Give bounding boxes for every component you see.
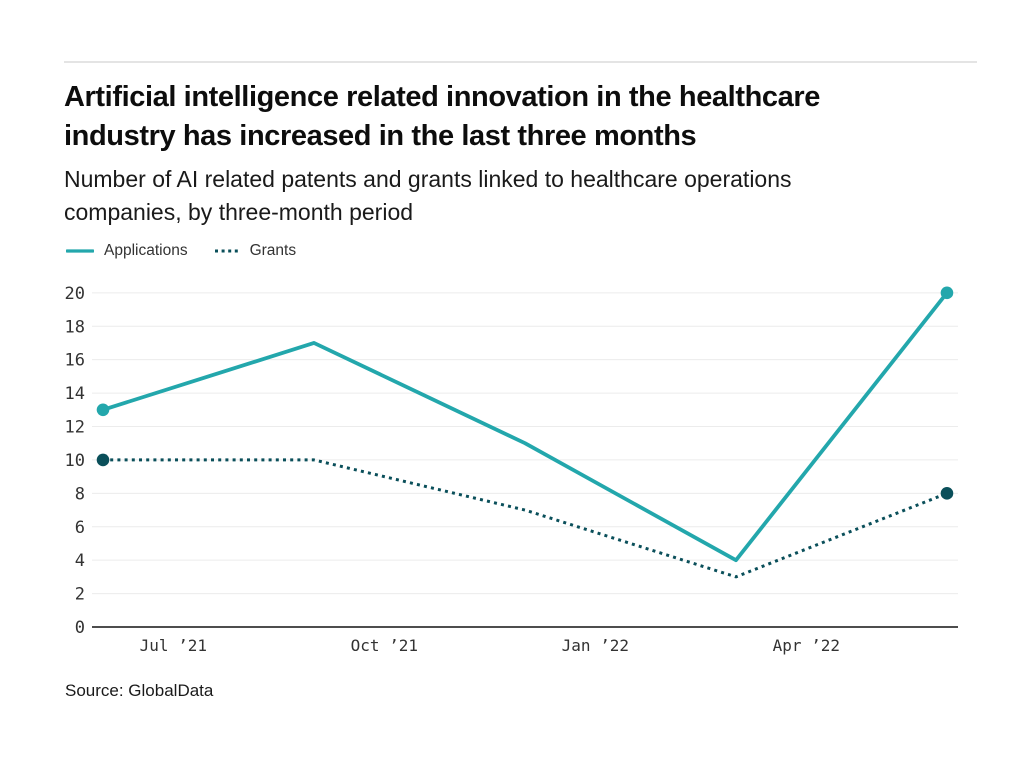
applications-series-line [102, 291, 949, 563]
grants-endpoint-marker [96, 453, 110, 467]
source-attribution: Source: GlobalData [65, 681, 214, 700]
chart-subtitle: Number of AI related patents and grants … [64, 163, 964, 229]
legend-label-grants: Grants [249, 242, 297, 259]
x-tick-label: Jul ’21 [140, 636, 207, 655]
plot-area: 0 2 4 6 8 10 12 14 16 18 20 Jul ’21 Oct ’21 Jan ’22 Ap… [0, 270, 1024, 670]
y-tick-label: 12 [65, 418, 85, 438]
applications-line-swatch-icon [66, 249, 94, 253]
legend-label-applications: Applications [104, 242, 188, 259]
applications-endpoint-marker [940, 286, 954, 300]
legend-item-applications: Applications [66, 242, 188, 260]
chart-legend: Applications Grants [66, 242, 296, 260]
y-tick-label: 16 [65, 351, 85, 371]
x-tick-label: Apr ’22 [773, 636, 840, 655]
y-tick-label: 0 [75, 618, 85, 638]
y-tick-label: 10 [65, 451, 85, 471]
subtitle-line-2: companies, by three-month period [64, 199, 414, 225]
x-tick-label: Oct ’21 [351, 636, 418, 655]
legend-item-grants: Grants [214, 242, 297, 260]
applications-endpoint-marker [96, 403, 110, 417]
line-chart: 0 2 4 6 8 10 12 14 16 18 20 Jul ’21 Oct ’21 Jan ’22 Ap… [65, 284, 958, 655]
title-line-2: industry has increased in the last three… [64, 120, 697, 152]
top-divider [64, 61, 977, 63]
y-tick-label: 14 [65, 384, 85, 404]
subtitle-line-1: Number of AI related patents and grants … [64, 166, 792, 192]
grants-endpoint-marker [940, 487, 954, 500]
y-tick-label: 18 [65, 317, 85, 337]
y-tick-label: 8 [75, 484, 85, 504]
grants-series-line [103, 458, 948, 579]
x-tick-label: Jan ’22 [562, 636, 629, 655]
grants-dotted-swatch-icon [214, 249, 239, 253]
y-tick-label: 4 [75, 551, 85, 571]
y-tick-label: 2 [75, 585, 85, 605]
y-tick-label: 20 [65, 284, 85, 304]
y-tick-label: 6 [75, 518, 85, 538]
page-title: Artificial intelligence related innovati… [64, 78, 984, 156]
title-line-1: Artificial intelligence related innovati… [64, 81, 820, 113]
